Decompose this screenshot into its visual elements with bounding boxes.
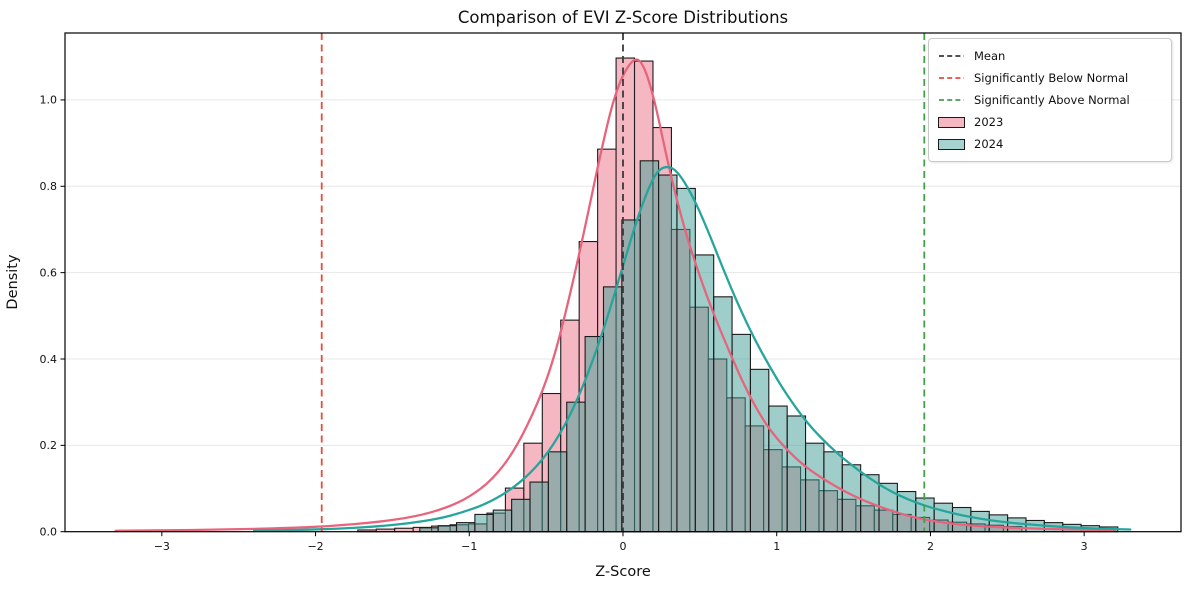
bar: [584, 335, 605, 533]
bar: [658, 174, 678, 533]
y-tick-label: 0.0: [40, 526, 58, 539]
bar: [474, 513, 494, 533]
bar: [529, 481, 549, 533]
legend-color-patch-2024: [938, 138, 965, 150]
bar: [639, 160, 660, 533]
legend-entry-2024: 2024: [938, 134, 1162, 154]
legend-dashed-line-significantly-below-normal: [939, 77, 964, 79]
legend-entry-significantly-above-normal: Significantly Above Normal: [938, 90, 1162, 110]
legend-label-significantly-above-normal: Significantly Above Normal: [974, 93, 1130, 107]
bar: [621, 219, 641, 533]
legend-label-mean: Mean: [974, 49, 1006, 63]
bar: [437, 525, 458, 533]
bar: [676, 187, 696, 533]
bar: [694, 254, 715, 533]
legend-label-significantly-below-normal: Significantly Below Normal: [974, 71, 1129, 85]
kde-curve-2024: [252, 165, 1132, 532]
x-tick-label: 1: [773, 540, 780, 553]
bar: [804, 442, 825, 533]
reference-vlines: [320, 33, 926, 532]
legend-entry-2023: 2023: [938, 112, 1162, 132]
bar: [823, 451, 843, 533]
x-tick-label: 3: [1081, 540, 1088, 553]
chart-title: Comparison of EVI Z-Score Distributions: [458, 8, 788, 27]
legend-entry-mean: Mean: [938, 46, 1162, 66]
y-tick-label: 0.8: [40, 180, 58, 193]
x-tick-label: 0: [620, 540, 627, 553]
bar: [749, 368, 770, 533]
bar: [511, 498, 531, 533]
y-axis-label: Density: [5, 254, 21, 310]
x-tick-label: −2: [307, 540, 323, 553]
bar: [970, 510, 990, 533]
x-tick-label: −1: [461, 540, 477, 553]
x-ticks: −3 −2 −1 0 1 2 3: [154, 531, 1088, 553]
bar: [768, 405, 788, 533]
legend: Mean Significantly Below Normal Significan…: [928, 38, 1172, 162]
x-tick-label: −3: [154, 540, 170, 553]
legend-color-patch-2023: [938, 116, 965, 128]
bar: [492, 509, 513, 533]
bar: [933, 502, 954, 533]
bar: [547, 451, 568, 533]
y-ticks: 0.0 0.2 0.4 0.6 0.8 1.0: [40, 94, 65, 539]
bar: [566, 401, 586, 533]
legend-dashed-line-significantly-above-normal: [939, 99, 964, 101]
y-tick-label: 1.0: [40, 94, 58, 107]
x-axis-label: Z-Score: [595, 564, 651, 580]
y-tick-label: 0.4: [40, 353, 58, 366]
y-tick-label: 0.2: [40, 439, 58, 452]
legend-label-2023: 2023: [974, 115, 1004, 129]
legend-entry-significantly-below-normal: Significantly Below Normal: [938, 68, 1162, 88]
bar: [455, 522, 476, 533]
y-tick-label: 0.6: [40, 266, 58, 279]
legend-label-2024: 2024: [974, 137, 1004, 151]
kde-curves: [114, 58, 1132, 532]
bar: [786, 415, 807, 533]
bar: [713, 296, 733, 533]
legend-dashed-line-mean: [939, 55, 964, 57]
kde-curve-2023: [114, 58, 1117, 532]
x-tick-label: 2: [927, 540, 934, 553]
bar: [951, 506, 972, 533]
